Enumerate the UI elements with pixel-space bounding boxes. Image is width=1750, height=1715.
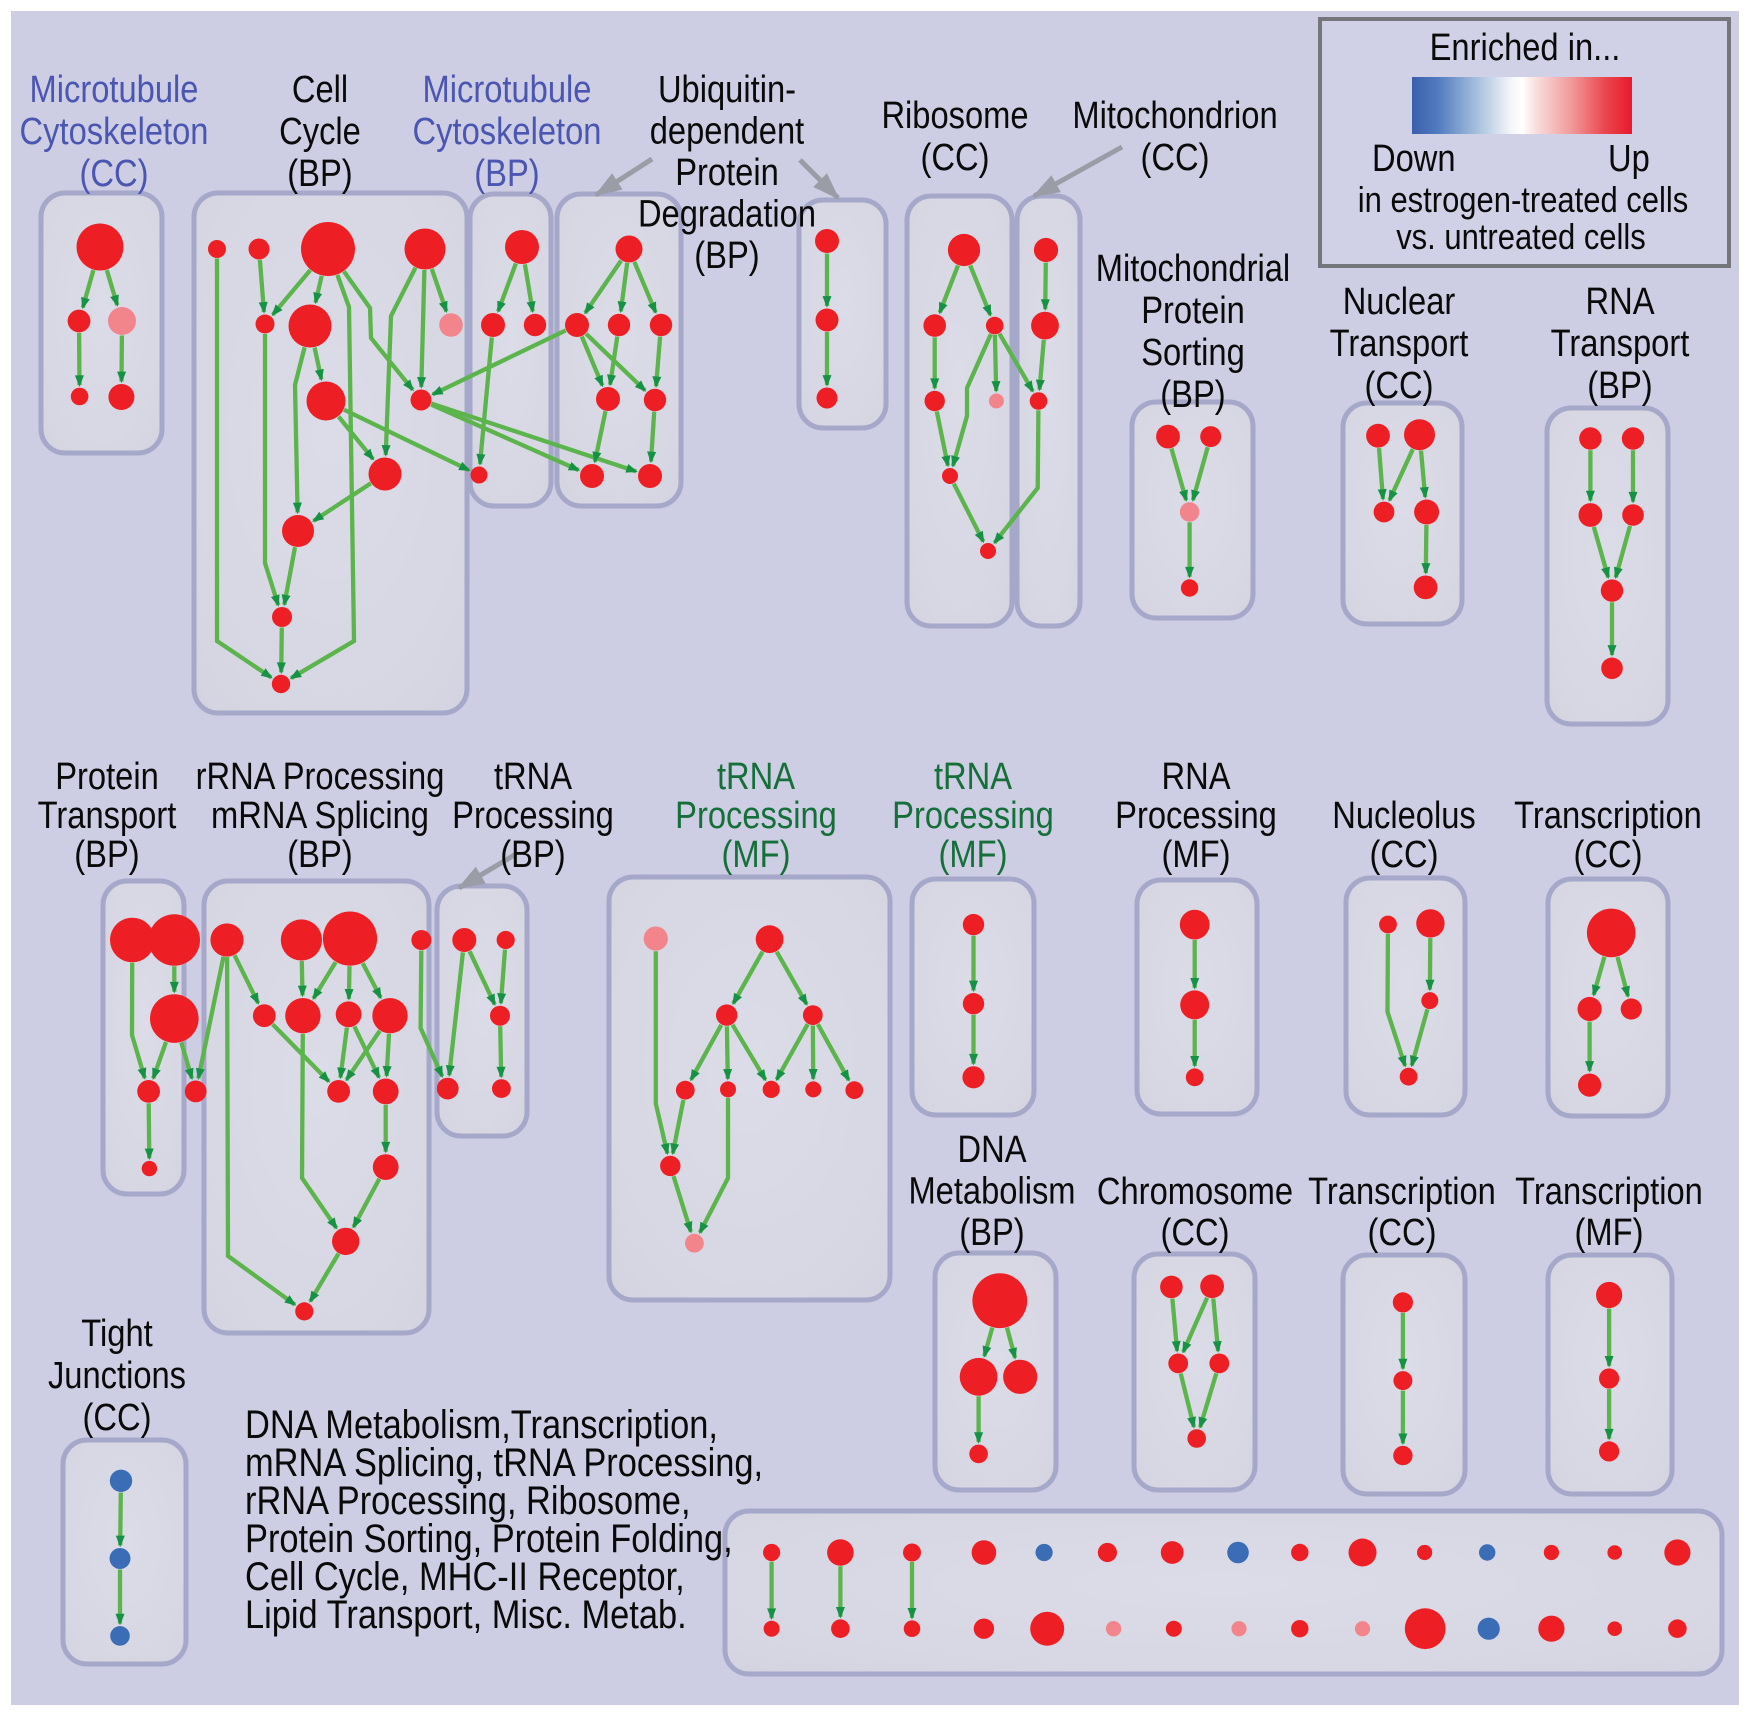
svg-text:rRNA Processing: rRNA Processing xyxy=(196,756,445,798)
svg-text:Mitochondrial: Mitochondrial xyxy=(1096,248,1290,290)
svg-text:tRNA: tRNA xyxy=(494,756,573,798)
svg-text:Transcription: Transcription xyxy=(1308,1171,1496,1213)
svg-text:Enriched in...: Enriched in... xyxy=(1430,27,1621,69)
svg-text:(CC): (CC) xyxy=(1365,365,1434,407)
svg-text:in estrogen-treated cells: in estrogen-treated cells xyxy=(1358,179,1689,220)
svg-text:rRNA Processing, Ribosome,: rRNA Processing, Ribosome, xyxy=(245,1479,691,1523)
svg-text:(MF): (MF) xyxy=(722,834,791,876)
svg-text:tRNA: tRNA xyxy=(934,756,1013,798)
svg-text:Transcription: Transcription xyxy=(1514,795,1702,837)
svg-text:(BP): (BP) xyxy=(474,153,539,195)
svg-text:Up: Up xyxy=(1608,138,1650,180)
svg-text:tRNA: tRNA xyxy=(717,756,796,798)
svg-text:Cell: Cell xyxy=(292,69,348,111)
svg-text:Processing: Processing xyxy=(452,795,614,837)
svg-text:Mitochondrion: Mitochondrion xyxy=(1072,95,1277,137)
svg-text:Cytoskeleton: Cytoskeleton xyxy=(20,111,209,153)
svg-text:Junctions: Junctions xyxy=(48,1355,186,1397)
svg-text:(BP): (BP) xyxy=(74,834,139,876)
svg-text:(CC): (CC) xyxy=(80,153,149,195)
svg-text:Cell Cycle, MHC-II Receptor,: Cell Cycle, MHC-II Receptor, xyxy=(245,1555,685,1599)
svg-text:Transport: Transport xyxy=(38,795,177,837)
svg-text:Processing: Processing xyxy=(1115,795,1277,837)
svg-text:(CC): (CC) xyxy=(1368,1212,1437,1254)
svg-text:Nucleolus: Nucleolus xyxy=(1332,795,1476,837)
svg-text:(MF): (MF) xyxy=(1162,834,1231,876)
svg-text:(CC): (CC) xyxy=(1141,137,1210,179)
svg-text:Chromosome: Chromosome xyxy=(1097,1171,1293,1213)
svg-text:DNA: DNA xyxy=(958,1129,1028,1171)
svg-text:(BP): (BP) xyxy=(959,1212,1024,1254)
svg-text:Degradation: Degradation xyxy=(638,194,816,236)
svg-text:Ribosome: Ribosome xyxy=(881,95,1028,137)
svg-text:Protein Sorting, Protein Foldi: Protein Sorting, Protein Folding, xyxy=(245,1517,733,1561)
svg-text:Lipid Transport, Misc. Metab.: Lipid Transport, Misc. Metab. xyxy=(245,1593,687,1637)
svg-text:RNA: RNA xyxy=(1586,281,1656,323)
svg-text:Cytoskeleton: Cytoskeleton xyxy=(413,111,602,153)
svg-text:Tight: Tight xyxy=(81,1313,153,1355)
svg-text:(CC): (CC) xyxy=(83,1397,152,1439)
svg-text:(CC): (CC) xyxy=(1574,834,1643,876)
svg-text:(MF): (MF) xyxy=(1575,1212,1644,1254)
svg-text:Microtubule: Microtubule xyxy=(423,69,592,111)
svg-text:Cycle: Cycle xyxy=(279,111,361,153)
svg-text:Sorting: Sorting xyxy=(1141,332,1245,374)
svg-text:dependent: dependent xyxy=(650,111,805,153)
svg-text:Microtubule: Microtubule xyxy=(30,69,199,111)
svg-text:Transcription: Transcription xyxy=(1515,1171,1703,1213)
svg-text:Protein: Protein xyxy=(675,152,779,194)
svg-text:Processing: Processing xyxy=(675,795,837,837)
svg-text:(BP): (BP) xyxy=(287,834,352,876)
svg-text:(CC): (CC) xyxy=(1370,834,1439,876)
svg-text:Processing: Processing xyxy=(892,795,1054,837)
svg-text:Protein: Protein xyxy=(1141,290,1245,332)
svg-text:Nuclear: Nuclear xyxy=(1343,281,1456,323)
svg-text:Transport: Transport xyxy=(1330,323,1469,365)
svg-text:Ubiquitin-: Ubiquitin- xyxy=(658,69,796,111)
svg-text:(CC): (CC) xyxy=(1161,1212,1230,1254)
svg-text:Down: Down xyxy=(1372,138,1456,180)
svg-text:(BP): (BP) xyxy=(1160,374,1225,416)
svg-text:(CC): (CC) xyxy=(921,137,990,179)
svg-text:(BP): (BP) xyxy=(500,834,565,876)
svg-text:vs. untreated cells: vs. untreated cells xyxy=(1396,216,1646,257)
svg-text:(BP): (BP) xyxy=(1587,365,1652,407)
svg-text:(BP): (BP) xyxy=(287,153,352,195)
svg-text:Transport: Transport xyxy=(1551,323,1690,365)
svg-text:Metabolism: Metabolism xyxy=(908,1171,1075,1213)
svg-text:mRNA Splicing: mRNA Splicing xyxy=(211,795,429,837)
svg-text:DNA Metabolism,Transcription,: DNA Metabolism,Transcription, xyxy=(245,1403,718,1447)
svg-text:Protein: Protein xyxy=(55,756,159,798)
svg-text:mRNA Splicing, tRNA Processing: mRNA Splicing, tRNA Processing, xyxy=(245,1441,763,1485)
svg-text:(MF): (MF) xyxy=(939,834,1008,876)
svg-text:(BP): (BP) xyxy=(694,235,759,277)
svg-text:RNA: RNA xyxy=(1162,756,1232,798)
